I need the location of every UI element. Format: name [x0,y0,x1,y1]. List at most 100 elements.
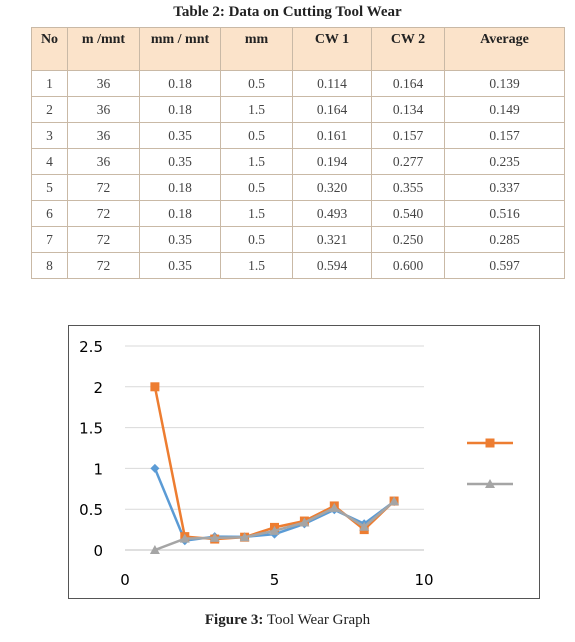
table-cell: 8 [31,252,68,279]
header-cw1: CW 1 [292,27,372,71]
table-cell: 0.157 [444,122,565,149]
table-cell: 0.5 [220,226,293,253]
table-cell: 0.516 [444,200,565,227]
data-point [359,521,370,531]
table-cell: 1 [31,70,68,97]
data-point [269,525,280,535]
table-cell: 1.5 [220,148,293,175]
table-cell: 7 [31,226,68,253]
table-cell: 0.149 [444,96,565,123]
header-depth: mm [220,27,293,71]
table-cell: 36 [67,70,140,97]
table-header-row: No m /mnt mm / mnt mm CW 1 CW 2 Average [31,27,565,71]
table-cell: 0.355 [371,174,445,201]
table-cell: 0.164 [371,70,445,97]
series-line [153,386,395,541]
table-cell: 0.277 [371,148,445,175]
table-cell: 0.157 [371,122,445,149]
table-row: 3 36 0.35 0.5 0.161 0.157 0.157 [31,122,565,149]
table-cell: 72 [67,252,140,279]
table-cell: 1.5 [220,252,293,279]
table-cell: 36 [67,148,140,175]
chart-svg: 0 0.5 1 1.5 2 2.5 0 5 10 [79,338,513,589]
table-cell: 72 [67,174,140,201]
table-cell: 5 [31,174,68,201]
legend-marker [485,438,495,448]
caption-text: Tool Wear Graph [263,612,371,628]
data-point [150,463,160,473]
y-tick-label: 2.5 [79,338,103,356]
table-cell: 0.35 [139,226,221,253]
table-cell: 0.235 [444,148,565,175]
header-no: No [31,27,68,71]
table-cell: 0.35 [139,252,221,279]
table-cell: 0.250 [371,226,445,253]
table-row: 8 72 0.35 1.5 0.594 0.600 0.597 [31,252,565,279]
table-cell: 0.285 [444,226,565,253]
table-cell: 36 [67,122,140,149]
tool-wear-table: No m /mnt mm / mnt mm CW 1 CW 2 Average … [31,27,565,279]
table-cell: 0.5 [220,122,293,149]
table-cell: 2 [31,96,68,123]
tool-wear-chart: 0 0.5 1 1.5 2 2.5 0 5 10 [68,325,540,599]
table-cell: 3 [31,122,68,149]
table-cell: 0.139 [444,70,565,97]
data-point [209,532,220,542]
data-point [239,532,250,542]
table-cell: 0.35 [139,148,221,175]
data-point [179,533,190,543]
data-point [329,502,340,512]
table-cell: 1.5 [220,200,293,227]
table-cell: 0.5 [220,174,293,201]
caption-label: Figure 3: [204,612,264,628]
table-row: 1 36 0.18 0.5 0.114 0.164 0.139 [31,70,565,97]
y-tick-label: 0.5 [79,501,103,519]
table-cell: 0.194 [292,148,372,175]
table-cell: 0.540 [371,200,445,227]
table-cell: 36 [67,96,140,123]
legend-marker [485,479,495,488]
y-tick-label: 0 [93,542,103,560]
table-row: 5 72 0.18 0.5 0.320 0.355 0.337 [31,174,565,201]
table-row: 7 72 0.35 0.5 0.321 0.250 0.285 [31,226,565,253]
header-average: Average [444,27,565,71]
table-cell: 0.321 [292,226,372,253]
table-row: 4 36 0.35 1.5 0.194 0.277 0.235 [31,148,565,175]
table-cell: 0.35 [139,122,221,149]
table-cell: 0.493 [292,200,372,227]
table-cell: 0.600 [371,252,445,279]
y-tick-label: 1.5 [79,420,103,438]
table-row: 6 72 0.18 1.5 0.493 0.540 0.516 [31,200,565,227]
header-speed: m /mnt [67,27,140,71]
table-cell: 72 [67,226,140,253]
data-point [150,382,160,392]
table-cell: 72 [67,200,140,227]
table-title: Table 2: Data on Cutting Tool Wear [173,4,402,20]
table-cell: 0.134 [371,96,445,123]
table-cell: 0.5 [220,70,293,97]
table-cell: 6 [31,200,68,227]
table-cell: 0.18 [139,70,221,97]
data-point [149,545,160,554]
table-cell: 0.161 [292,122,372,149]
x-tick-label: 5 [270,571,280,589]
table-cell: 0.597 [444,252,565,279]
data-point [389,496,400,506]
table-cell: 0.18 [139,200,221,227]
table-cell: 0.337 [444,174,565,201]
figure-caption: Figure 3: Tool Wear Graph [0,612,575,629]
table-cell: 1.5 [220,96,293,123]
table-cell: 0.18 [139,96,221,123]
header-cw2: CW 2 [371,27,445,71]
table-cell: 0.114 [292,70,372,97]
table-cell: 0.18 [139,174,221,201]
y-tick-label: 2 [93,379,103,397]
table-cell: 4 [31,148,68,175]
header-feed: mm / mnt [139,27,221,71]
x-tick-label: 10 [414,571,433,589]
table-cell: 0.320 [292,174,372,201]
data-point [299,517,310,527]
y-tick-label: 1 [93,460,103,478]
x-tick-label: 0 [120,571,130,589]
table-body: 1 36 0.18 0.5 0.114 0.164 0.139 2 36 0.1… [31,70,565,279]
